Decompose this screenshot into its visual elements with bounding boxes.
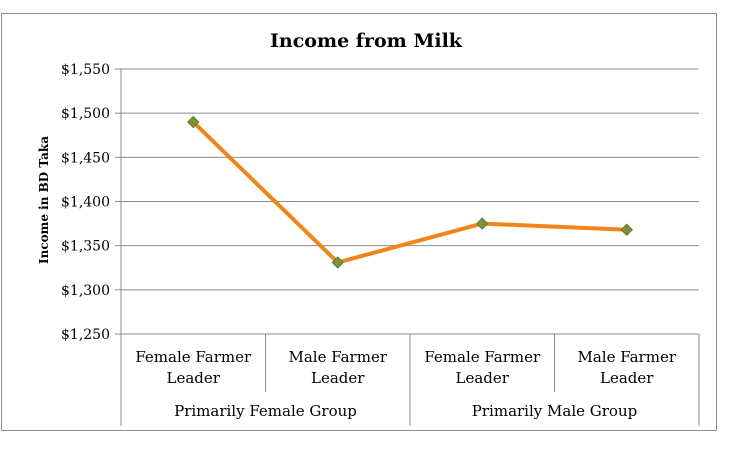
data-markers xyxy=(187,115,633,269)
y-tick-label: $1,550 xyxy=(61,62,110,78)
y-tick-label: $1,300 xyxy=(61,283,110,299)
y-axis-label: Income in BD Taka xyxy=(37,136,51,264)
category-label: Female Farmer xyxy=(135,348,252,366)
data-point-marker xyxy=(476,217,489,230)
series-line xyxy=(191,120,629,265)
category-label: Leader xyxy=(311,369,365,387)
category-label: Male Farmer xyxy=(577,348,676,366)
category-label: Female Farmer xyxy=(424,348,541,366)
category-label: Leader xyxy=(456,369,510,387)
group-labels: Primarily Female Group Primarily Male Gro… xyxy=(174,402,637,420)
data-point-marker xyxy=(620,223,633,236)
y-tick-label: $1,250 xyxy=(61,327,110,343)
gridlines xyxy=(121,68,699,291)
chart-title: Income from Milk xyxy=(270,30,463,52)
y-tick-label: $1,350 xyxy=(61,239,110,255)
category-label: Leader xyxy=(167,369,221,387)
y-tick-label: $1,450 xyxy=(61,150,110,166)
data-point-marker xyxy=(187,115,200,129)
series-line-path xyxy=(191,120,629,265)
category-label: Leader xyxy=(600,369,654,387)
group-label: Primarily Female Group xyxy=(174,402,357,420)
y-tick-label: $1,400 xyxy=(61,195,110,211)
group-label: Primarily Male Group xyxy=(472,402,637,420)
data-point-marker xyxy=(331,256,344,269)
axes xyxy=(115,68,700,426)
category-label: Male Farmer xyxy=(288,348,387,366)
y-tick-label: $1,500 xyxy=(61,106,110,122)
category-labels: Female Farmer Leader Male Farmer Leader Fema… xyxy=(135,348,677,387)
y-tick-labels: $1,250 $1,300 $1,350 $1,400 $1,450 $1,500 $1,5… xyxy=(61,62,110,343)
